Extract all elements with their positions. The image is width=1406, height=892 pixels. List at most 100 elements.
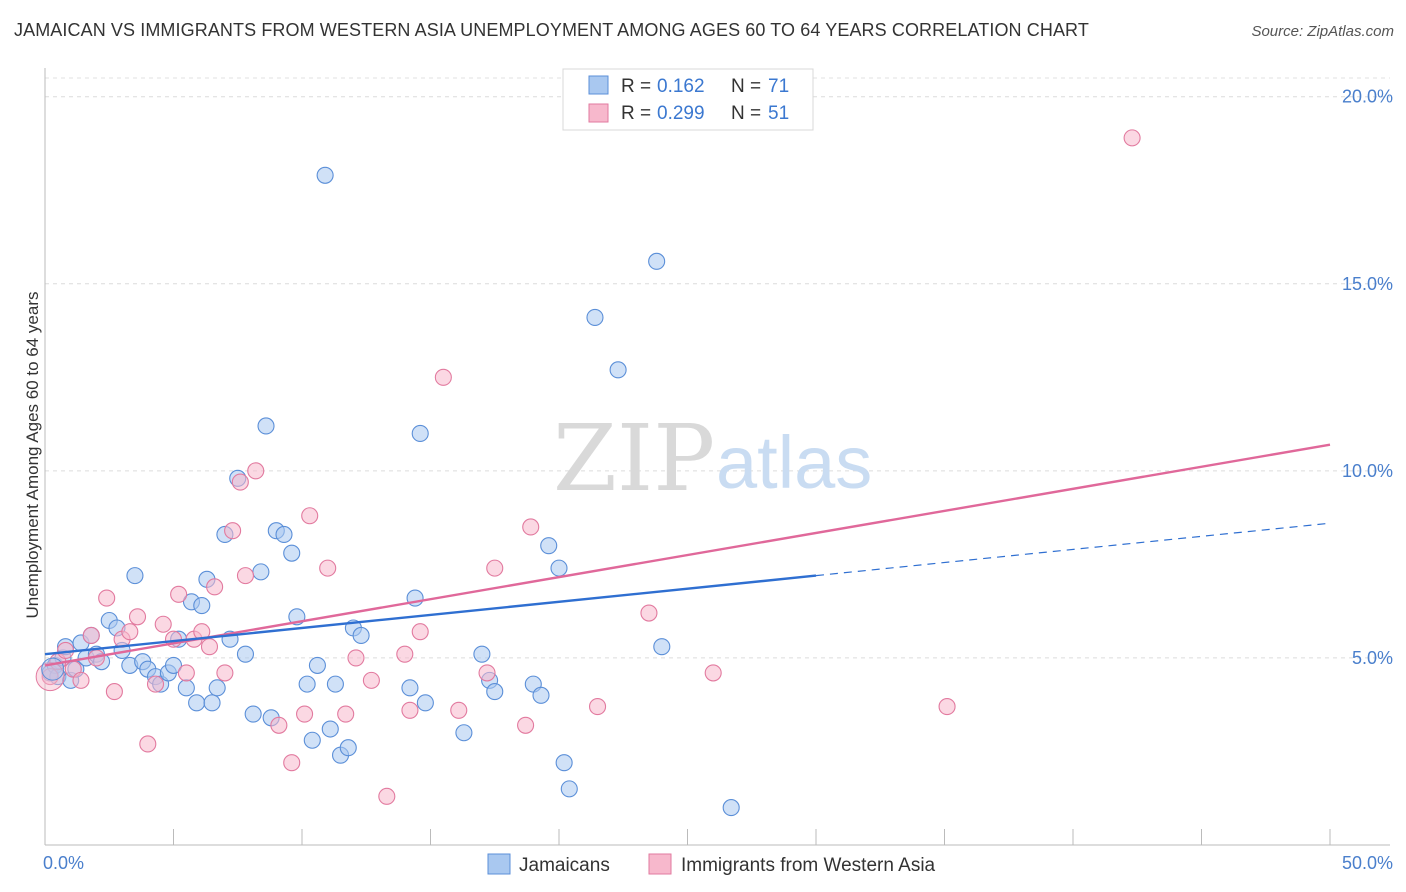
legend-n-value-1: 71 — [768, 76, 789, 97]
point-jamaicans — [252, 563, 270, 581]
y-axis-title: Unemployment Among Ages 60 to 64 years — [23, 292, 42, 619]
trend-line-jamaicans — [44, 574, 817, 656]
point-western-asia — [206, 578, 224, 596]
point-western-asia — [640, 604, 658, 622]
watermark-atlas: atlas — [716, 421, 872, 504]
point-western-asia — [337, 705, 355, 723]
legend-n-value-2: 51 — [768, 103, 789, 124]
point-jamaicans — [352, 626, 370, 645]
point-jamaicans — [560, 780, 578, 798]
point-jamaicans — [203, 694, 221, 712]
point-jamaicans — [473, 645, 491, 663]
point-jamaicans — [486, 683, 504, 701]
point-western-asia — [128, 608, 147, 626]
trend-line-western-asia — [44, 443, 1331, 667]
point-western-asia — [154, 615, 172, 633]
trend-lines — [44, 443, 1331, 667]
legend-label-western-asia: Immigrants from Western Asia — [681, 855, 936, 876]
point-jamaicans — [298, 675, 316, 693]
point-western-asia — [486, 559, 504, 577]
point-jamaicans — [653, 638, 671, 656]
point-western-asia — [236, 567, 255, 585]
point-jamaicans — [648, 252, 666, 270]
point-jamaicans — [257, 417, 275, 435]
point-western-asia — [396, 645, 414, 663]
point-jamaicans — [722, 799, 740, 817]
legend-n-label-1: N = — [731, 76, 761, 97]
point-jamaicans — [555, 754, 573, 772]
point-western-asia — [938, 698, 956, 716]
trend-line-jamaicans-extension — [815, 522, 1331, 577]
x-tick-label-max: 50.0% — [1342, 853, 1393, 873]
point-jamaicans — [550, 559, 568, 577]
legend-r-label-2: R = — [621, 103, 651, 124]
point-jamaicans — [532, 686, 550, 704]
legend-swatch-western-asia — [588, 103, 609, 123]
y-tick-label: 15.0% — [1342, 274, 1393, 294]
point-jamaicans — [586, 308, 604, 327]
point-western-asia — [362, 671, 380, 689]
point-jamaicans — [208, 679, 226, 697]
point-western-asia — [270, 716, 288, 734]
point-jamaicans — [339, 739, 357, 757]
point-western-asia — [347, 649, 365, 667]
point-jamaicans — [401, 679, 419, 697]
watermark-zip: ZIP — [553, 405, 715, 512]
point-western-asia — [319, 559, 337, 577]
legend-swatch-jamaicans — [588, 75, 609, 95]
point-western-asia — [216, 664, 234, 682]
point-western-asia — [450, 701, 468, 719]
point-western-asia — [105, 683, 123, 701]
point-jamaicans — [326, 675, 344, 693]
point-jamaicans — [316, 166, 334, 184]
point-western-asia — [401, 701, 419, 719]
point-western-asia — [98, 589, 116, 607]
legend-r-value-1: 0.162 — [657, 76, 705, 97]
point-jamaicans — [177, 679, 195, 697]
axes — [44, 68, 1390, 846]
point-jamaicans — [411, 424, 429, 442]
point-western-asia — [283, 754, 301, 772]
chart-title: JAMAICAN VS IMMIGRANTS FROM WESTERN ASIA… — [14, 20, 1089, 40]
point-western-asia — [200, 638, 219, 656]
point-western-asia — [588, 698, 607, 716]
point-western-asia — [82, 626, 100, 645]
point-jamaicans — [283, 544, 301, 562]
point-western-asia — [704, 664, 722, 682]
point-western-asia — [231, 473, 249, 491]
y-tick-label: 5.0% — [1352, 648, 1393, 668]
point-western-asia — [301, 507, 319, 525]
point-jamaicans — [164, 656, 183, 674]
point-western-asia — [522, 518, 540, 536]
point-western-asia — [378, 787, 396, 805]
point-western-asia — [121, 623, 139, 641]
x-tick-label-min: 0.0% — [43, 853, 84, 873]
legend-r-value-2: 0.299 — [657, 103, 705, 124]
legend-r-label-1: R = — [621, 76, 651, 97]
point-western-asia — [177, 664, 195, 682]
point-western-asia — [170, 585, 188, 603]
point-western-asia — [296, 705, 314, 723]
point-jamaicans — [416, 694, 434, 712]
point-western-asia — [517, 716, 535, 734]
point-jamaicans — [188, 694, 206, 712]
point-jamaicans — [609, 361, 627, 379]
point-jamaicans — [193, 596, 211, 615]
point-western-asia — [478, 664, 496, 682]
point-jamaicans — [236, 645, 255, 663]
point-cluster-western-asia — [35, 662, 65, 692]
legend-label-jamaicans: Jamaicans — [519, 855, 610, 876]
point-western-asia — [434, 368, 452, 386]
point-jamaicans — [303, 731, 321, 749]
point-western-asia — [411, 623, 429, 641]
point-western-asia — [139, 735, 157, 753]
point-western-asia — [247, 462, 265, 480]
correlation-legend: R = 0.162 N = 71 R = 0.299 N = 51 — [562, 68, 814, 131]
point-western-asia — [146, 675, 165, 693]
point-western-asia — [193, 623, 211, 641]
point-western-asia — [72, 671, 90, 689]
point-jamaicans — [455, 724, 473, 742]
point-jamaicans — [321, 720, 339, 738]
point-western-asia — [1123, 129, 1141, 147]
